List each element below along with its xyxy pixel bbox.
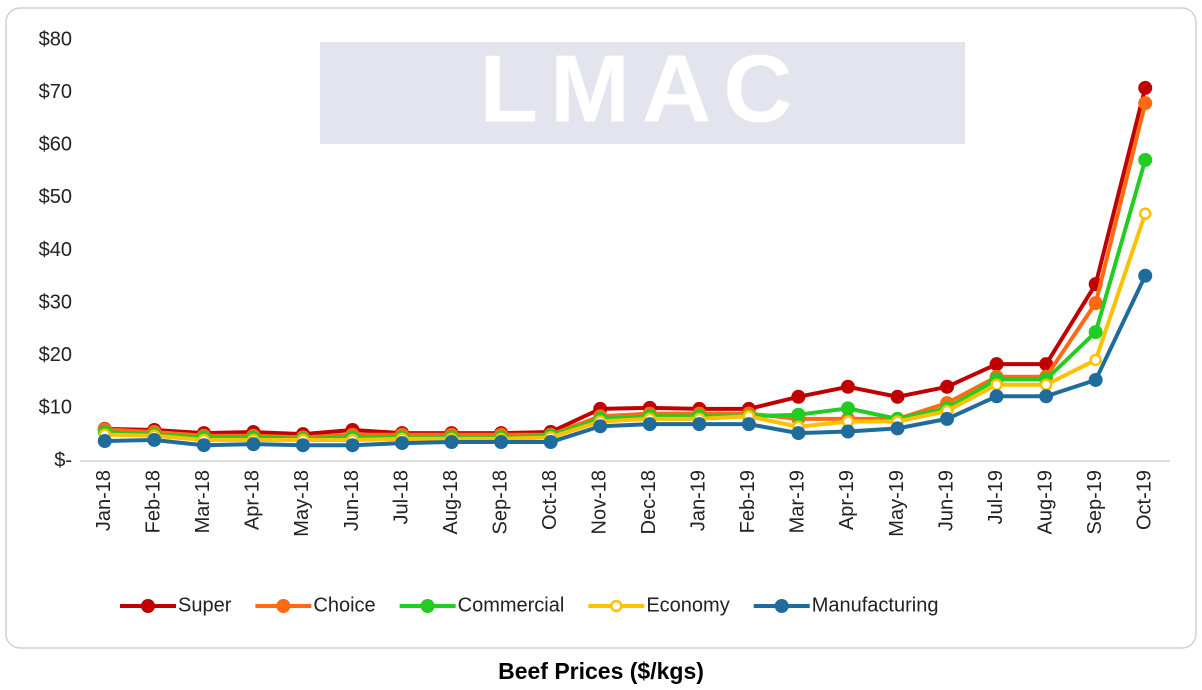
- legend-marker: [276, 599, 291, 613]
- data-point: [890, 389, 905, 404]
- data-point: [97, 434, 112, 449]
- data-point: [1138, 207, 1152, 220]
- data-point: [1088, 296, 1103, 311]
- x-tick-label: Jan-18: [93, 470, 115, 531]
- data-point: [940, 411, 955, 426]
- data-point: [395, 436, 410, 451]
- x-tick-label: Oct-19: [1134, 470, 1156, 530]
- legend-label: Choice: [313, 594, 375, 616]
- data-point: [1039, 389, 1054, 404]
- data-point: [345, 438, 360, 453]
- data-point: [1138, 152, 1153, 167]
- x-tick-label: Sep-18: [489, 470, 511, 535]
- data-point: [295, 438, 310, 453]
- data-point: [1088, 325, 1103, 340]
- data-point: [741, 417, 756, 432]
- data-point: [1039, 378, 1053, 391]
- legend-marker: [141, 599, 155, 613]
- data-point: [1088, 372, 1103, 387]
- x-tick-label: Nov-18: [589, 470, 611, 534]
- x-tick-label: May-18: [291, 470, 313, 537]
- data-point: [444, 435, 459, 450]
- data-point: [990, 378, 1003, 391]
- data-point: [840, 379, 855, 394]
- x-tick-label: Dec-18: [638, 470, 660, 534]
- data-point: [692, 417, 707, 432]
- data-point: [642, 417, 657, 432]
- data-point: [1138, 268, 1153, 283]
- y-tick-label: $70: [39, 81, 72, 103]
- x-tick-label: Mar-18: [192, 470, 214, 533]
- x-tick-label: Feb-19: [737, 470, 759, 533]
- legend-label: Commercial: [458, 594, 565, 616]
- data-point: [196, 438, 211, 453]
- chart-title: Beef Prices ($/kgs): [498, 658, 704, 684]
- data-point: [246, 437, 261, 452]
- legend-marker: [420, 599, 435, 613]
- legend-label: Manufacturing: [812, 594, 939, 616]
- data-point: [791, 389, 806, 404]
- x-tick-label: Aug-19: [1034, 470, 1056, 535]
- data-point: [890, 421, 905, 436]
- data-point: [593, 419, 608, 434]
- x-tick-label: Jul-19: [985, 470, 1007, 524]
- y-tick-label: $50: [39, 186, 72, 208]
- data-point: [1089, 353, 1102, 367]
- data-point: [791, 426, 806, 441]
- data-point: [1039, 357, 1054, 372]
- x-tick-label: Aug-18: [440, 470, 462, 535]
- x-tick-label: Jun-18: [341, 470, 363, 531]
- x-tick-label: Apr-19: [836, 470, 858, 530]
- data-point: [989, 389, 1004, 404]
- series-line: [104, 274, 1148, 448]
- x-tick-label: Oct-18: [539, 470, 561, 530]
- data-point: [147, 432, 162, 447]
- series-line: [104, 213, 1148, 442]
- legend-label: Economy: [646, 594, 729, 616]
- y-tick-label: $-: [54, 449, 72, 471]
- y-tick-label: $40: [39, 239, 72, 261]
- legend-label: Super: [178, 594, 232, 616]
- y-tick-label: $30: [39, 291, 72, 313]
- x-tick-label: Jul-18: [390, 470, 412, 524]
- x-tick-label: Feb-18: [143, 470, 165, 533]
- logo-background: [320, 42, 965, 144]
- data-point: [1138, 80, 1153, 95]
- x-tick-label: Jan-19: [688, 470, 710, 531]
- x-tick-label: Mar-19: [787, 470, 809, 533]
- y-tick-label: $10: [39, 397, 72, 419]
- legend-marker: [610, 599, 623, 613]
- y-tick-label: $80: [39, 28, 72, 50]
- x-tick-label: Sep-19: [1084, 470, 1106, 535]
- data-point: [543, 435, 558, 450]
- x-tick-label: May-19: [886, 470, 908, 537]
- data-point: [1138, 96, 1153, 111]
- logo: LMAC: [479, 35, 804, 142]
- data-point: [940, 379, 955, 394]
- y-tick-label: $20: [39, 344, 72, 366]
- data-point: [989, 357, 1004, 372]
- series-line: [104, 87, 1148, 437]
- legend-marker: [774, 599, 789, 613]
- data-point: [494, 435, 509, 450]
- chart-frame: [5, 7, 1197, 649]
- y-tick-label: $60: [39, 134, 72, 156]
- x-tick-label: Jun-19: [935, 470, 957, 531]
- data-point: [840, 424, 855, 439]
- data-point: [791, 407, 806, 422]
- x-tick-label: Apr-18: [242, 470, 264, 530]
- data-point: [840, 401, 855, 416]
